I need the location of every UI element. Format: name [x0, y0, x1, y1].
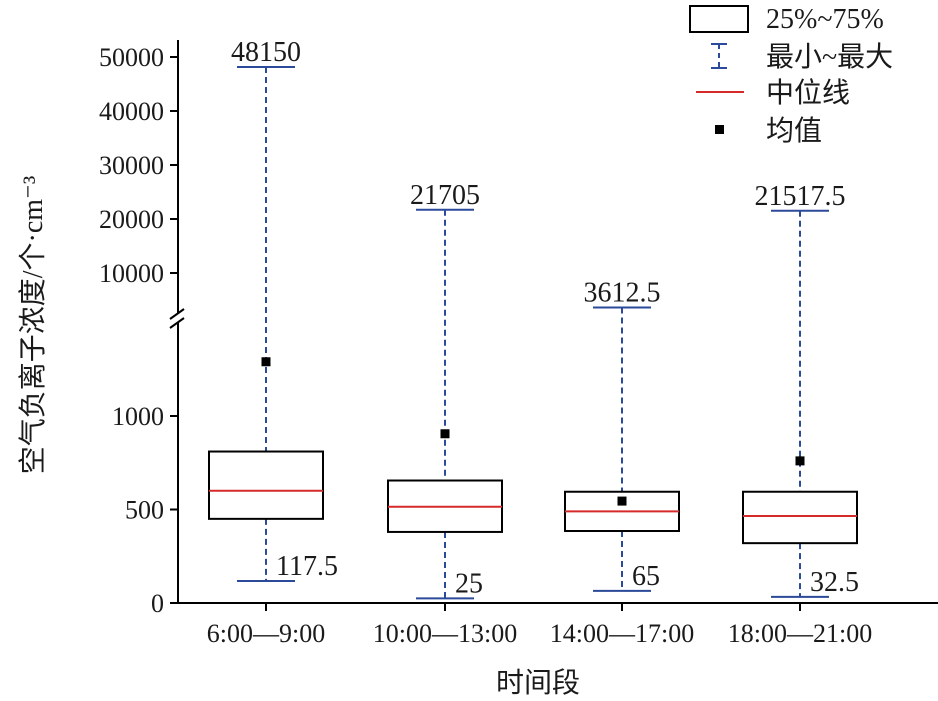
y-tick-label: 20000 [99, 205, 164, 234]
y-tick-label: 50000 [99, 43, 164, 72]
legend-label: 25%~75% [766, 4, 884, 35]
y-tick-label: 30000 [99, 151, 164, 180]
max-value-label: 21705 [410, 180, 480, 211]
x-tick-label: 14:00—17:00 [550, 619, 694, 648]
max-value-label: 3612.5 [584, 277, 661, 308]
min-value-label: 32.5 [810, 567, 859, 598]
box-iqr [208, 450, 324, 520]
mean-marker [617, 496, 627, 506]
legend-label: 中位线 [766, 77, 850, 109]
x-axis-title: 时间段 [496, 667, 580, 699]
mean-marker [261, 357, 271, 367]
axis-break-mark-upper [169, 308, 185, 320]
x-tick-label: 10:00—13:00 [373, 619, 517, 648]
mean-marker [440, 429, 450, 439]
min-value-label: 65 [632, 561, 660, 592]
legend-label: 最小~最大 [766, 41, 893, 73]
y-tick-label: 0 [151, 589, 164, 618]
y-tick-label: 40000 [99, 97, 164, 126]
max-value-label: 21517.5 [755, 181, 846, 212]
mean-marker [795, 456, 805, 466]
y-tick-label: 1000 [112, 402, 164, 431]
box-iqr [742, 490, 858, 545]
min-value-label: 25 [455, 568, 483, 599]
legend-box-swatch [689, 5, 749, 33]
axis-break-mark-lower [169, 317, 185, 329]
y-tick-label: 10000 [99, 259, 164, 288]
min-value-label: 117.5 [276, 551, 338, 582]
x-tick-label: 18:00—21:00 [728, 619, 872, 648]
y-axis-title: 空气负离子浓度/个·cm⁻³ [17, 176, 49, 475]
y-tick-label: 500 [125, 496, 164, 525]
plot-area: 0 500 1000 10000 20000 30000 40000 50000 6:00—9:… [99, 37, 938, 648]
legend-mean-swatch [715, 125, 724, 134]
max-value-label: 48150 [231, 37, 301, 68]
x-tick-label: 6:00—9:00 [207, 619, 325, 648]
legend-label: 均值 [766, 115, 822, 147]
